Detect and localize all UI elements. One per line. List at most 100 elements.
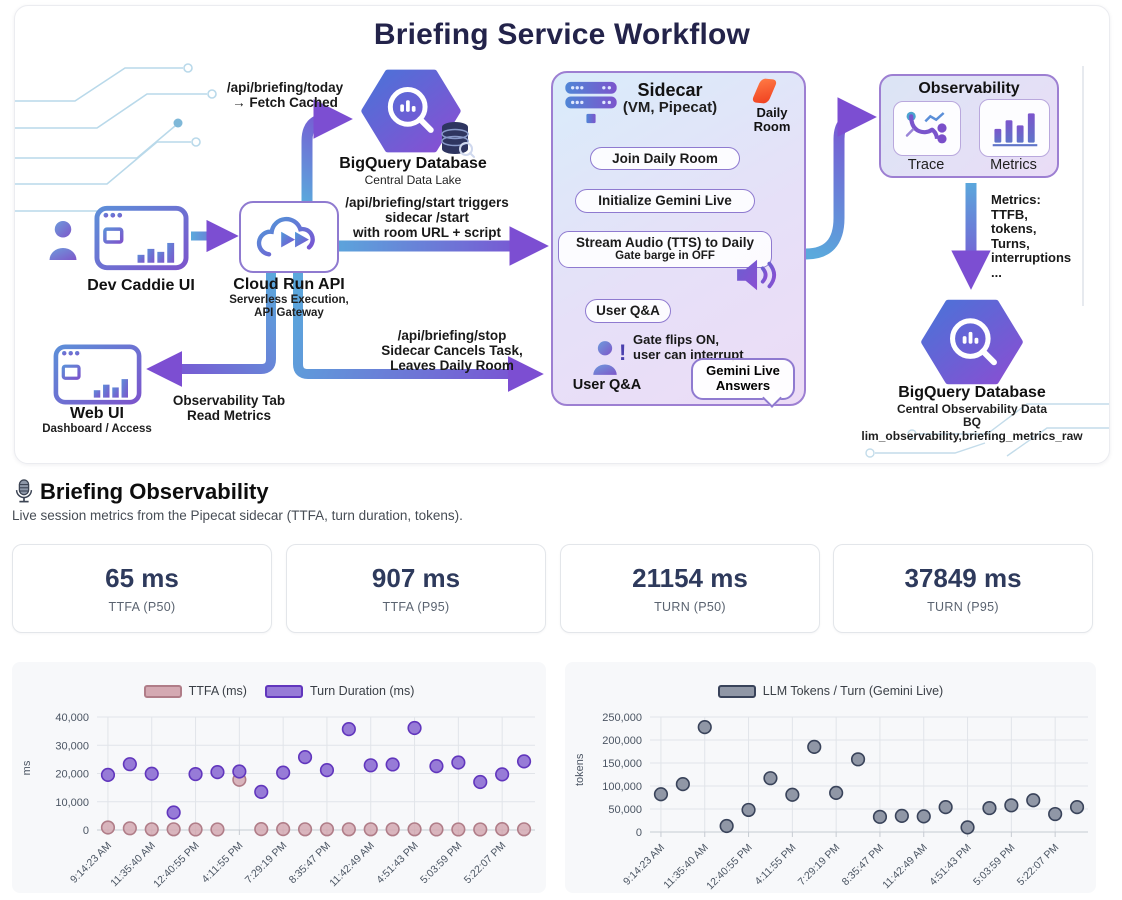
observability-label: Observability: [918, 80, 1020, 97]
data-point: [144, 766, 159, 781]
data-point: [254, 784, 269, 799]
data-point: [407, 720, 422, 736]
x-tick-label: 12:40:55 PM: [704, 842, 755, 893]
legend-item: Turn Duration (ms): [264, 684, 415, 698]
latency-chart-card: TTFA (ms) Turn Duration (ms) ms 0 10,000 20…: [12, 662, 546, 893]
edge-label-today: /api/briefing/today → Fetch Cached: [226, 80, 344, 110]
x-tick-label: 8:35:47 PM: [840, 842, 886, 888]
data-point: [1069, 800, 1085, 815]
user-icon: [49, 221, 77, 260]
x-tick-label: 11:42:49 AM: [880, 842, 930, 892]
edge-label-observability-tab: Observability Tab Read Metrics: [172, 393, 286, 423]
metric-card-turn-p50: 21154 ms TURN (P50): [560, 544, 820, 633]
data-point: [341, 822, 356, 837]
latency-y-axis-label: ms: [21, 760, 33, 776]
data-point: [276, 765, 291, 780]
cloud-run-sublabel-2: API Gateway: [254, 307, 324, 319]
legend-label: LLM Tokens / Turn (Gemini Live): [762, 684, 944, 698]
metric-value: 907 ms: [371, 563, 461, 593]
step-join-daily-room: Join Daily Room: [590, 147, 740, 170]
data-point: [232, 764, 247, 779]
data-point: [297, 822, 313, 837]
web-ui-sublabel: Dashboard / Access: [42, 423, 152, 435]
edge-label-stop: /api/briefing/stop Sidecar Cancels Task,…: [381, 328, 523, 373]
tokens-scatter-chart: 0 50,000 100,000 150,000 200,000 250,000 9:14:…: [602, 712, 1088, 893]
legend-item: TTFA (ms): [143, 684, 247, 698]
data-point: [719, 818, 734, 834]
x-tick-label: 11:42:49 AM: [327, 840, 377, 890]
data-point: [363, 822, 378, 837]
x-tick-label: 5:22:07 PM: [1015, 842, 1061, 888]
daily-room-label-1: Daily: [756, 105, 788, 120]
x-tick-label: 4:51:43 PM: [927, 842, 973, 888]
y-tick-label: 30,000: [55, 740, 89, 752]
circuit-decoration-left: [15, 63, 217, 247]
speaker-icon: [737, 259, 777, 291]
data-point: [122, 821, 137, 836]
metric-value: 37849 ms: [904, 563, 1022, 593]
data-point: [938, 800, 953, 815]
data-point: [100, 820, 116, 835]
data-point: [916, 809, 931, 824]
data-point: [785, 787, 800, 802]
data-point: [741, 802, 756, 818]
arrow-sidecar-to-observability: [805, 97, 877, 260]
step-stream-audio: Stream Audio (TTS) to Daily Gate barge i…: [558, 231, 772, 268]
user-qa-person-icon: [593, 341, 617, 375]
bigquery-bottom-table: BQ lim_observability,briefing_metrics_ra…: [861, 415, 1083, 443]
data-point: [210, 822, 225, 837]
data-point: [451, 822, 466, 837]
data-point: [297, 750, 313, 765]
y-tick-label: 250,000: [602, 712, 642, 724]
data-point: [122, 757, 137, 772]
data-point: [429, 759, 444, 774]
data-point: [100, 767, 116, 783]
legend-label: TTFA (ms): [188, 684, 247, 698]
trace-icon: [905, 111, 947, 144]
section-subtitle: Live session metrics from the Pipecat si…: [12, 508, 463, 523]
bigquery-bottom-label: BigQuery Database: [898, 384, 1046, 401]
data-point: [495, 767, 510, 782]
metrics-panel: [979, 99, 1050, 157]
tokens-chart-card: LLM Tokens / Turn (Gemini Live) tokens 0…: [565, 662, 1096, 893]
data-point: [276, 822, 291, 837]
data-point: [166, 822, 181, 837]
x-tick-label: 7:29:19 PM: [243, 840, 289, 886]
y-tick-label: 20,000: [55, 769, 89, 781]
metric-value: 65 ms: [105, 563, 179, 593]
data-point: [675, 777, 690, 792]
data-point: [319, 763, 335, 778]
legend-item: LLM Tokens / Turn (Gemini Live): [717, 684, 944, 698]
cloud-run-sublabel-1: Serverless Execution,: [229, 294, 349, 306]
browser-window-icon: [94, 205, 189, 271]
data-point: [516, 822, 532, 837]
trace-label: Trace: [907, 157, 945, 173]
data-point: [385, 822, 400, 837]
x-tick-label: 4:11:55 PM: [200, 840, 246, 886]
legend-label: Turn Duration (ms): [309, 684, 415, 698]
cloud-run-node: [239, 201, 339, 273]
metric-label: TTFA (P95): [382, 600, 450, 614]
server-icon: [565, 81, 617, 124]
metric-card-ttfa-p95: 907 ms TTFA (P95): [286, 544, 546, 633]
metric-value: 21154 ms: [632, 563, 748, 593]
data-point: [188, 766, 203, 782]
user-qa-pill: User Q&A: [585, 299, 671, 323]
data-point: [829, 785, 844, 800]
daily-room-label-2: Room: [753, 119, 791, 134]
web-ui-label: Web UI: [70, 405, 124, 422]
y-tick-label: 100,000: [602, 781, 642, 793]
y-tick-label: 0: [83, 825, 89, 837]
legend-swatch: [264, 684, 303, 698]
data-point: [473, 774, 488, 790]
x-tick-label: 9:14:23 AM: [621, 842, 667, 888]
data-point: [1004, 798, 1019, 813]
workflow-diagram-card: Briefing Service Workflow D: [14, 5, 1110, 464]
metrics-list: Metrics: TTFB, tokens, Turns, interrupti…: [991, 192, 1072, 280]
data-point: [363, 758, 378, 773]
data-point: [473, 822, 488, 837]
arrow-stop-to-sidecar: [293, 270, 544, 392]
legend-swatch: [717, 684, 756, 698]
y-tick-label: 0: [636, 827, 642, 839]
